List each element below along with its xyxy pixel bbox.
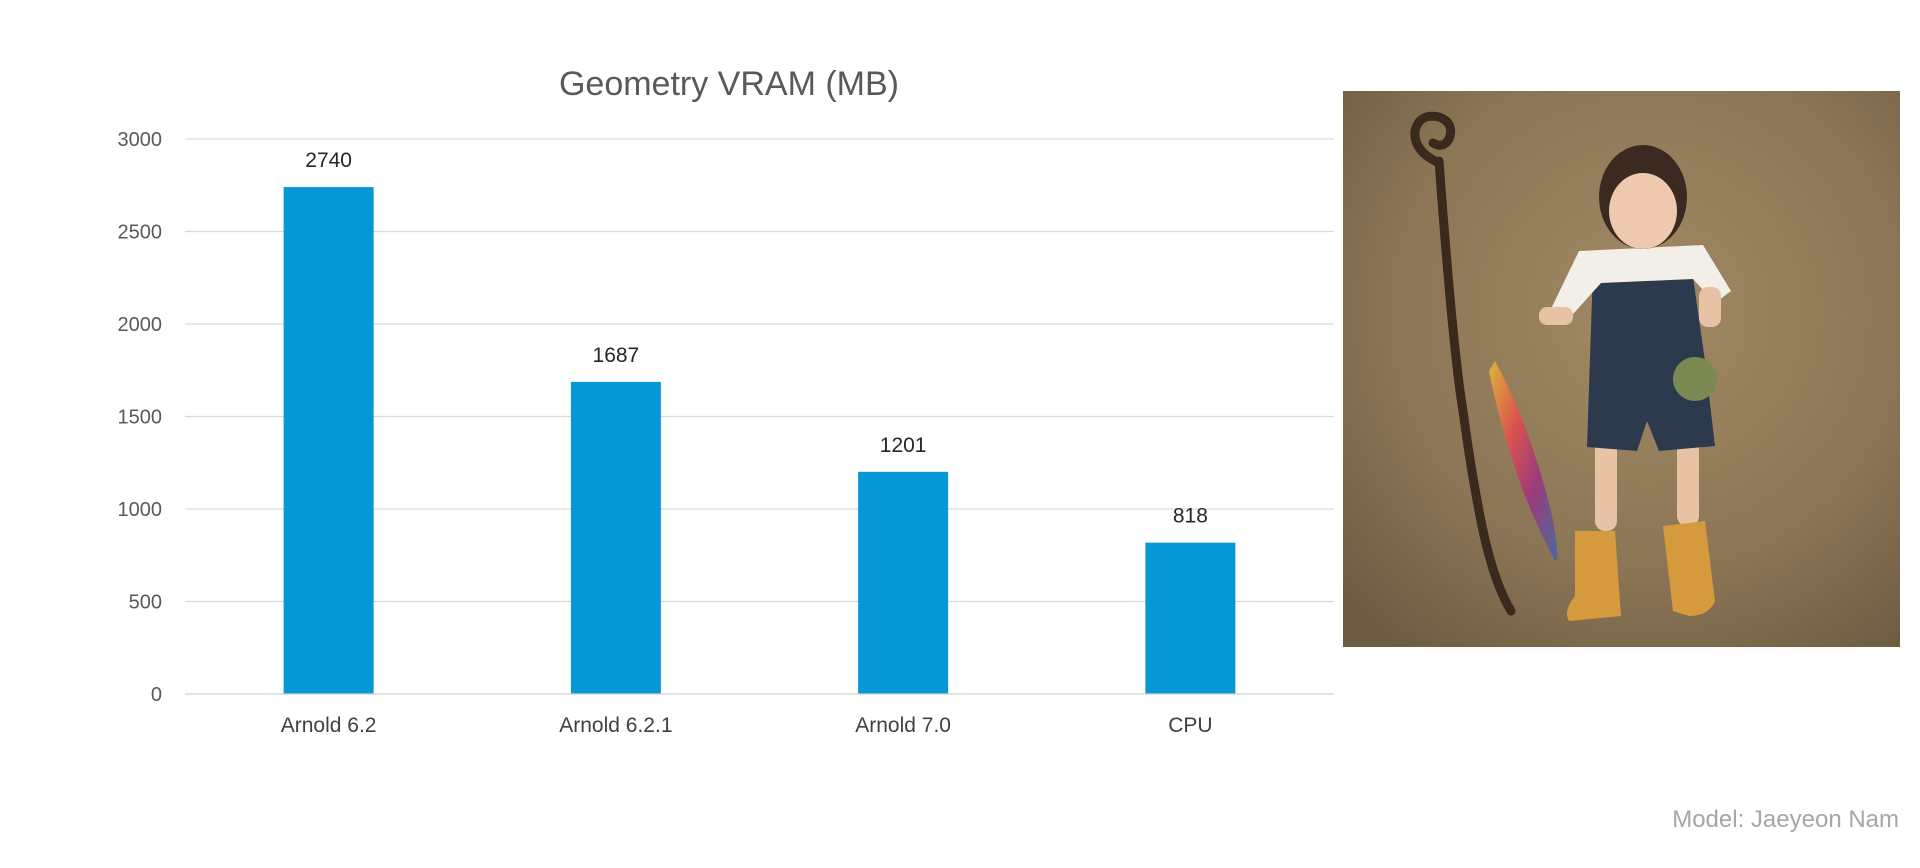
x-category-label: Arnold 7.0 [855, 714, 951, 737]
y-tick-label: 3000 [118, 129, 163, 151]
shirt-shape [1539, 245, 1731, 327]
data-label: 818 [1173, 505, 1208, 528]
data-label: 1687 [593, 344, 640, 367]
boots-shape [1567, 521, 1715, 621]
y-axis-tick-labels: 0 500 1000 1500 2000 2500 3000 [118, 129, 163, 706]
model-credit: Model: Jaeyeon Nam [1672, 806, 1899, 833]
x-axis-category-labels: Arnold 6.2 Arnold 6.2.1 Arnold 7.0 CPU [281, 714, 1213, 737]
x-category-label: CPU [1168, 714, 1212, 737]
x-category-label: Arnold 6.2 [281, 714, 377, 737]
data-labels: 2740 1687 1201 818 [305, 149, 1208, 528]
data-label: 2740 [305, 149, 352, 172]
chart-title: Geometry VRAM (MB) [559, 65, 899, 103]
bars [283, 187, 1236, 694]
head-shape [1599, 145, 1687, 249]
y-tick-label: 2000 [118, 314, 163, 336]
bag-shape [1673, 357, 1717, 401]
data-label: 1201 [880, 434, 927, 457]
umbrella-shape [1489, 361, 1558, 561]
bar [1145, 542, 1236, 694]
x-category-label: Arnold 6.2.1 [559, 714, 672, 737]
y-tick-label: 1000 [118, 499, 163, 521]
bar-chart: Geometry VRAM (MB) 0 500 1000 1500 2000 2500 3… [118, 65, 1334, 737]
bar [570, 381, 661, 694]
y-tick-label: 500 [129, 592, 162, 614]
y-tick-label: 1500 [118, 407, 163, 429]
gridlines [185, 138, 1334, 603]
overalls-shape [1587, 263, 1715, 451]
staff-shape [1410, 111, 1516, 616]
y-tick-label: 0 [151, 684, 162, 706]
character-render-image [1343, 91, 1900, 647]
legs-shape [1595, 436, 1699, 531]
bar [283, 187, 374, 694]
bar [858, 471, 949, 694]
y-tick-label: 2500 [118, 222, 163, 244]
